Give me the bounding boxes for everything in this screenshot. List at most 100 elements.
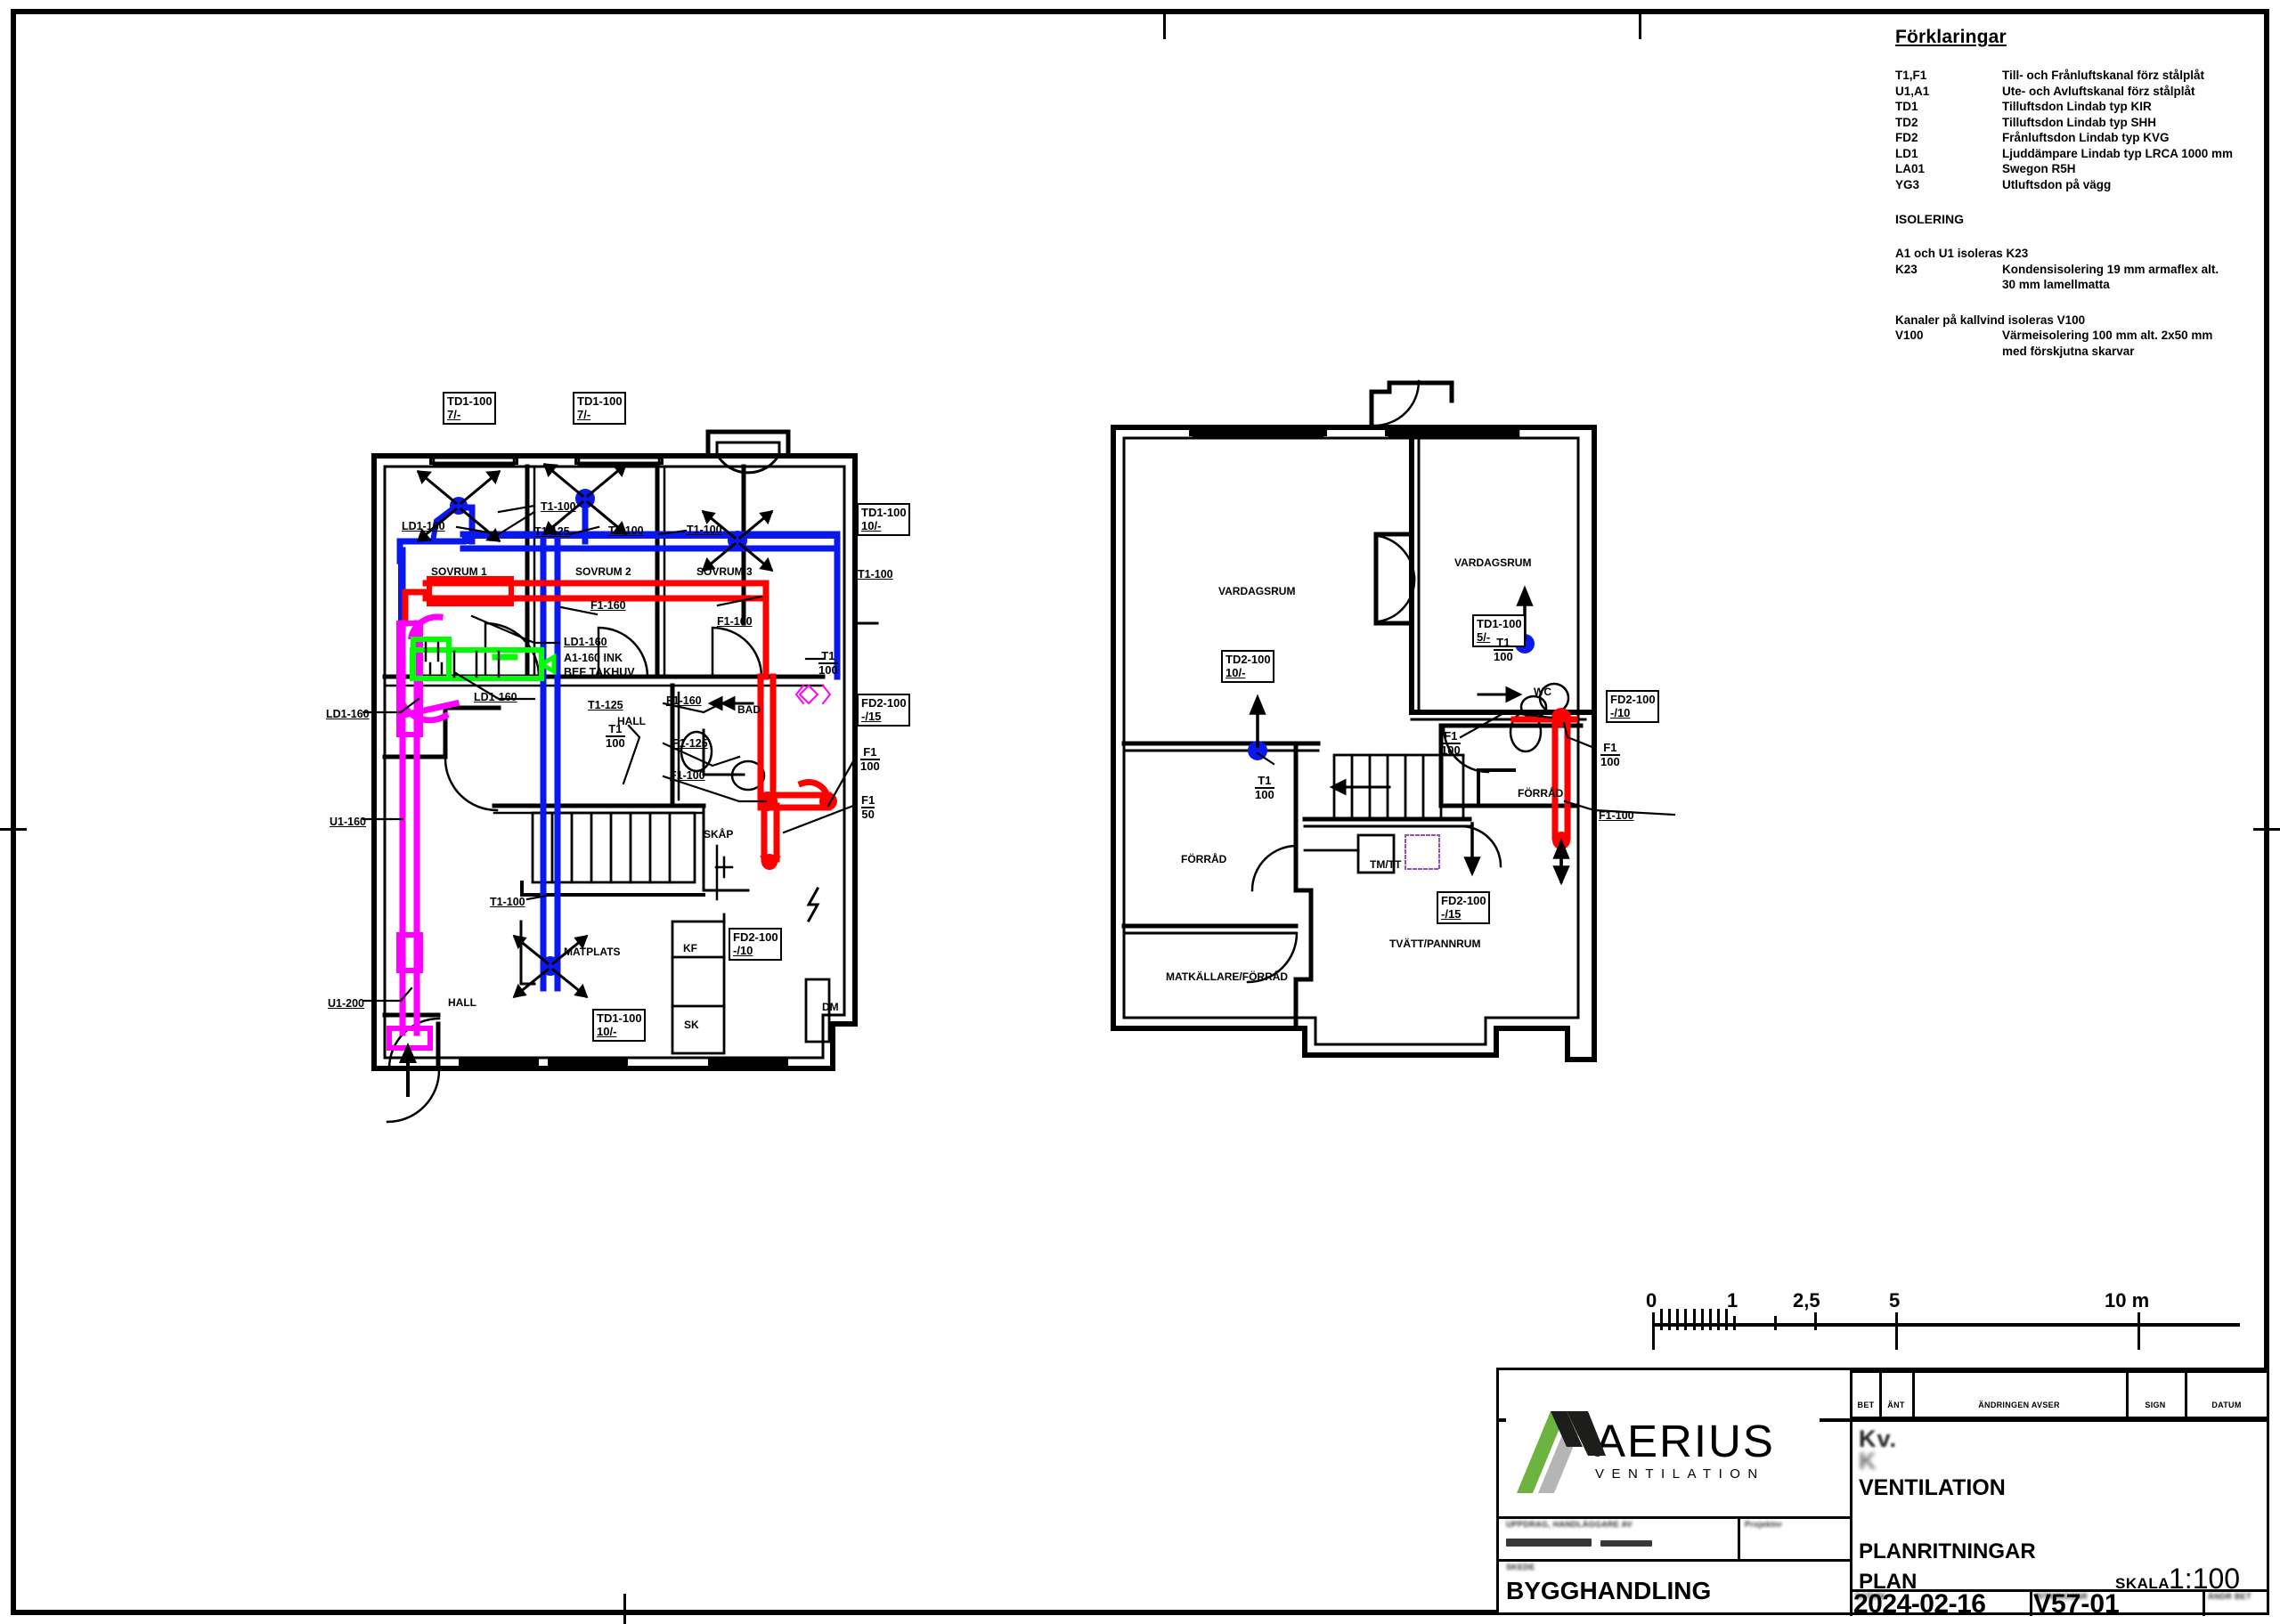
fraction-denominator: 100 — [1255, 787, 1274, 801]
room-label: SOVRUM 1 — [431, 565, 487, 578]
iso-code: V100 — [1895, 329, 1924, 342]
duct-tag: LD1-160 — [402, 520, 445, 532]
duct-tag: F1-100 — [1599, 809, 1634, 822]
legend-row: FD2 Frånluftsdon Lindab typ KVG — [1895, 130, 2269, 146]
device-box-tag: TD2-100 10/- — [1221, 650, 1274, 683]
flow-fraction-tag: F1 50 — [861, 794, 875, 821]
scale-label-2: 2,5 — [1793, 1289, 1820, 1311]
device-code: FD2-100 — [733, 930, 778, 944]
flow-fraction-tag: T1 100 — [1255, 775, 1274, 801]
legend-code: TD1 — [1895, 100, 1918, 113]
scale-fine-tick — [1668, 1309, 1672, 1330]
flow-fraction-tag: F1 100 — [860, 746, 880, 773]
legend-code: U1,A1 — [1895, 84, 1930, 98]
fraction-numerator: F1 — [1603, 741, 1617, 754]
legend-code: LD1 — [1895, 146, 1918, 160]
legend-desc: Ljuddämpare Lindab typ LRCA 1000 mm — [2002, 146, 2234, 160]
duct-tag: T1-100 — [490, 896, 525, 908]
device-code: TD1-100 — [597, 1011, 642, 1025]
status-caption: SKEDE — [1506, 1563, 1535, 1571]
scale-fine-tick — [1724, 1309, 1728, 1330]
rev-header-datum: DATUM — [2211, 1401, 2242, 1409]
room-label: BAD — [737, 703, 761, 716]
scale-label-0: 0 — [1646, 1289, 1657, 1311]
duct-tag: T1-100 — [608, 524, 644, 537]
scale-tick-1-5 — [1774, 1316, 1777, 1330]
legend-row: T1,F1 Till- och Frånluftskanal förz stålp… — [1895, 68, 2269, 84]
legend-desc: Tilluftsdon Lindab typ SHH — [2002, 115, 2156, 129]
duct-tag: T1-100 — [541, 500, 576, 513]
scale-fine-tick — [1700, 1309, 1704, 1330]
room-label: SOVRUM 3 — [696, 565, 753, 578]
iso-desc-line: Kondensisolering 19 mm armaflex alt. — [2002, 262, 2219, 276]
sheet-border — [11, 9, 2269, 1615]
legend-row: TD2 Tilluftsdon Lindab typ SHH — [1895, 115, 2269, 131]
iso-code: K23 — [1895, 262, 1918, 276]
project-no-caption: Projektnr — [1745, 1520, 1783, 1529]
duct-tag: T1-125 — [534, 525, 570, 538]
room-label: MATPLATS — [564, 946, 621, 958]
isolering-heading: ISOLERING — [1895, 212, 1965, 226]
duct-tag: LD1-160 — [326, 708, 370, 720]
iso-row: V100 Värmeisolering 100 mm alt. 2x50 mm me… — [1895, 328, 2269, 359]
device-box-tag: FD2-100 -/15 — [857, 694, 910, 727]
legend-code: T1,F1 — [1895, 69, 1927, 82]
legend-code: FD2 — [1895, 131, 1918, 144]
legend-desc: Utluftsdon på vägg — [2002, 177, 2112, 191]
device-box-tag: TD1-100 7/- — [573, 392, 626, 425]
fraction-numerator: T1 — [608, 722, 623, 735]
device-box-tag: TD1-100 7/- — [443, 392, 496, 425]
rev-header-ant: ÄNT — [1887, 1401, 1905, 1409]
project-name: Kv. K — [1859, 1425, 1928, 1474]
rev-header-bet: BET — [1857, 1401, 1875, 1409]
iso-note-2: Kanaler på kallvind isoleras V100 — [1895, 313, 2086, 327]
duct-tag: LD1-160 — [564, 636, 607, 648]
drawing-type: PLANRITNINGAR — [1859, 1539, 2036, 1563]
room-label: KF — [683, 942, 697, 954]
aerius-logo-mark — [1511, 1404, 1611, 1497]
device-code: FD2-100 — [1610, 693, 1656, 706]
iso-rows-1: K23 Kondensisolering 19 mm armaflex alt. 3… — [1895, 262, 2269, 293]
scale-bar: 0 1 2,5 5 10 m — [1646, 1280, 2240, 1350]
iso-desc-line: Värmeisolering 100 mm alt. 2x50 mm — [2002, 329, 2213, 342]
rev-caption: ÄNDR BET — [2208, 1592, 2252, 1601]
flow-fraction-tag: T1 100 — [1494, 637, 1513, 663]
legend-row: LA01 Swegon R5H — [1895, 161, 2269, 177]
device-code: TD1-100 — [1477, 617, 1522, 630]
fraction-denominator: 100 — [1494, 649, 1513, 663]
room-label: HALL — [448, 996, 476, 1009]
logo-subtitle: VENTILATION — [1595, 1466, 1765, 1482]
rev-header-andring: ÄNDRINGEN AVSER — [1978, 1401, 2060, 1409]
crop-tick-left — [0, 828, 27, 831]
fraction-numerator: T1 — [1496, 636, 1510, 649]
iso-note-1: A1 och U1 isoleras K23 — [1895, 247, 2029, 260]
rev-header-sign: SIGN — [2145, 1401, 2166, 1409]
room-label: VARDAGSRUM — [1454, 556, 1532, 569]
legend-row: TD1 Tilluftsdon Lindab typ KIR — [1895, 99, 2269, 115]
duct-tag: F1-160 — [666, 694, 702, 707]
legend-desc: Tilluftsdon Lindab typ KIR — [2002, 100, 2152, 113]
device-box-tag: FD2-100 -/10 — [1606, 690, 1659, 723]
fraction-denominator: 100 — [818, 662, 838, 677]
room-label: SK — [684, 1019, 699, 1031]
scale-tick-5 — [1895, 1312, 1898, 1350]
iso-rows-2: V100 Värmeisolering 100 mm alt. 2x50 mm me… — [1895, 328, 2269, 359]
device-box-tag: FD2-100 -/10 — [729, 928, 782, 961]
date-value: 2024-02-16 — [1853, 1589, 1986, 1619]
discipline: VENTILATION — [1859, 1475, 2006, 1500]
room-label: FÖRRÅD — [1181, 853, 1227, 865]
legend-row: YG3 Utluftsdon på vägg — [1895, 177, 2269, 193]
scale-caption: SKALA — [2115, 1575, 2170, 1592]
legend-desc: Till- och Frånluftskanal förz stålplåt — [2002, 69, 2205, 82]
scale-tick-0 — [1652, 1312, 1655, 1350]
device-box-tag: TD1-100 5/- — [1472, 614, 1526, 647]
device-flow: -/10 — [733, 944, 753, 957]
device-flow: 10/- — [597, 1025, 617, 1038]
iso-row: K23 Kondensisolering 19 mm armaflex alt. 3… — [1895, 262, 2269, 293]
iso-desc: Värmeisolering 100 mm alt. 2x50 mm med fö… — [2002, 328, 2269, 359]
device-flow: -/15 — [1441, 907, 1462, 921]
fraction-numerator: F1 — [1444, 729, 1458, 743]
device-code: TD1-100 — [861, 506, 907, 519]
fraction-denominator: 100 — [1441, 743, 1461, 757]
scale-tick-2-5 — [1814, 1312, 1817, 1330]
